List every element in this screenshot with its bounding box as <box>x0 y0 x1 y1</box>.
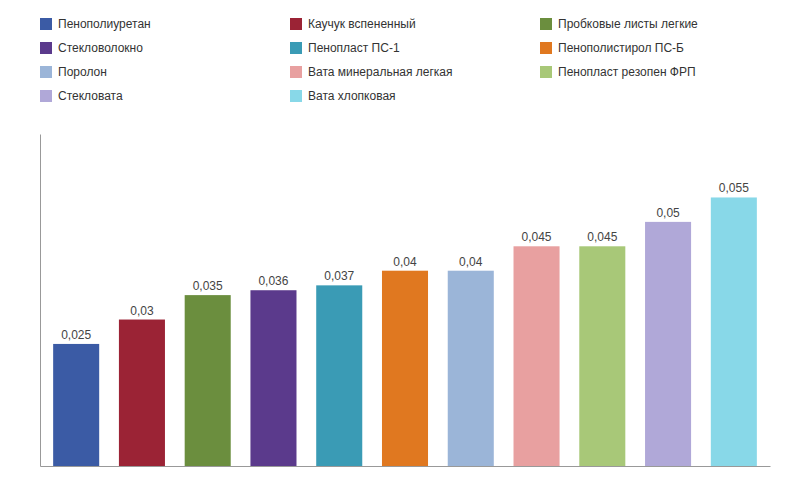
data-label: 0,045 <box>587 230 617 244</box>
legend-swatch <box>540 66 552 78</box>
legend-label: Каучук вспененный <box>308 17 416 31</box>
bar <box>53 344 99 466</box>
data-label: 0,045 <box>522 230 552 244</box>
bar <box>448 271 494 466</box>
legend-item: Пробковые листы легкие <box>540 17 698 31</box>
bar <box>250 290 296 466</box>
legend-label: Вата хлопковая <box>308 89 396 103</box>
data-label: 0,037 <box>324 269 354 283</box>
legend: Пенополиуретан Каучук вспененный Пробковые… <box>40 17 698 103</box>
legend-item: Стекловата <box>40 89 123 103</box>
data-label: 0,05 <box>656 206 680 220</box>
bar <box>645 222 691 466</box>
bar <box>514 246 560 466</box>
data-label: 0,055 <box>719 181 749 195</box>
legend-swatch <box>540 42 552 54</box>
data-labels: 0,025 0,03 0,035 0,036 0,037 0,04 0,04 0,045 0,0… <box>61 181 749 341</box>
legend-label: Стекловата <box>58 89 123 103</box>
axis-line <box>41 466 771 467</box>
data-label: 0,035 <box>193 279 223 293</box>
legend-swatch <box>40 42 52 54</box>
legend-item: Вата хлопковая <box>290 89 396 103</box>
legend-label: Пенопласт ПС-1 <box>308 41 400 55</box>
bar <box>579 246 625 466</box>
legend-label: Пробковые листы легкие <box>558 17 698 31</box>
legend-item: Пенополистирол ПС-Б <box>540 41 684 55</box>
data-label: 0,04 <box>459 255 483 269</box>
legend-item: Пенополиуретан <box>40 17 151 31</box>
legend-item: Вата минеральная легкая <box>290 65 453 79</box>
bar <box>119 320 165 466</box>
legend-label: Пенополистирол ПС-Б <box>558 41 684 55</box>
legend-item: Поролон <box>40 65 107 79</box>
legend-swatch <box>290 42 302 54</box>
data-label: 0,036 <box>258 274 288 288</box>
legend-label: Пенопласт резопен ФРП <box>558 65 696 79</box>
data-label: 0,025 <box>61 328 91 342</box>
legend-swatch <box>290 90 302 102</box>
legend-label: Поролон <box>58 65 107 79</box>
bar <box>382 271 428 466</box>
bar <box>185 295 231 466</box>
data-label: 0,04 <box>393 255 417 269</box>
legend-item: Каучук вспененный <box>290 17 416 31</box>
legend-item: Стекловолокно <box>40 41 143 55</box>
legend-swatch <box>40 90 52 102</box>
bar <box>316 285 362 466</box>
bars <box>53 197 757 466</box>
legend-swatch <box>290 18 302 30</box>
chart: Пенополиуретан Каучук вспененный Пробковые… <box>0 0 800 491</box>
legend-swatch <box>290 66 302 78</box>
legend-swatch <box>40 18 52 30</box>
y-axis <box>40 135 41 467</box>
legend-label: Вата минеральная легкая <box>308 65 453 79</box>
legend-label: Пенополиуретан <box>58 17 151 31</box>
x-axis <box>41 466 771 467</box>
legend-item: Пенопласт ПС-1 <box>290 41 400 55</box>
legend-label: Стекловолокно <box>58 41 143 55</box>
legend-swatch <box>540 18 552 30</box>
bar <box>711 197 757 466</box>
axis-line <box>40 135 41 467</box>
data-label: 0,03 <box>130 304 154 318</box>
legend-swatch <box>40 66 52 78</box>
legend-item: Пенопласт резопен ФРП <box>540 65 696 79</box>
plot: 0,025 0,03 0,035 0,036 0,037 0,04 0,04 0,045 0,0… <box>41 135 771 467</box>
